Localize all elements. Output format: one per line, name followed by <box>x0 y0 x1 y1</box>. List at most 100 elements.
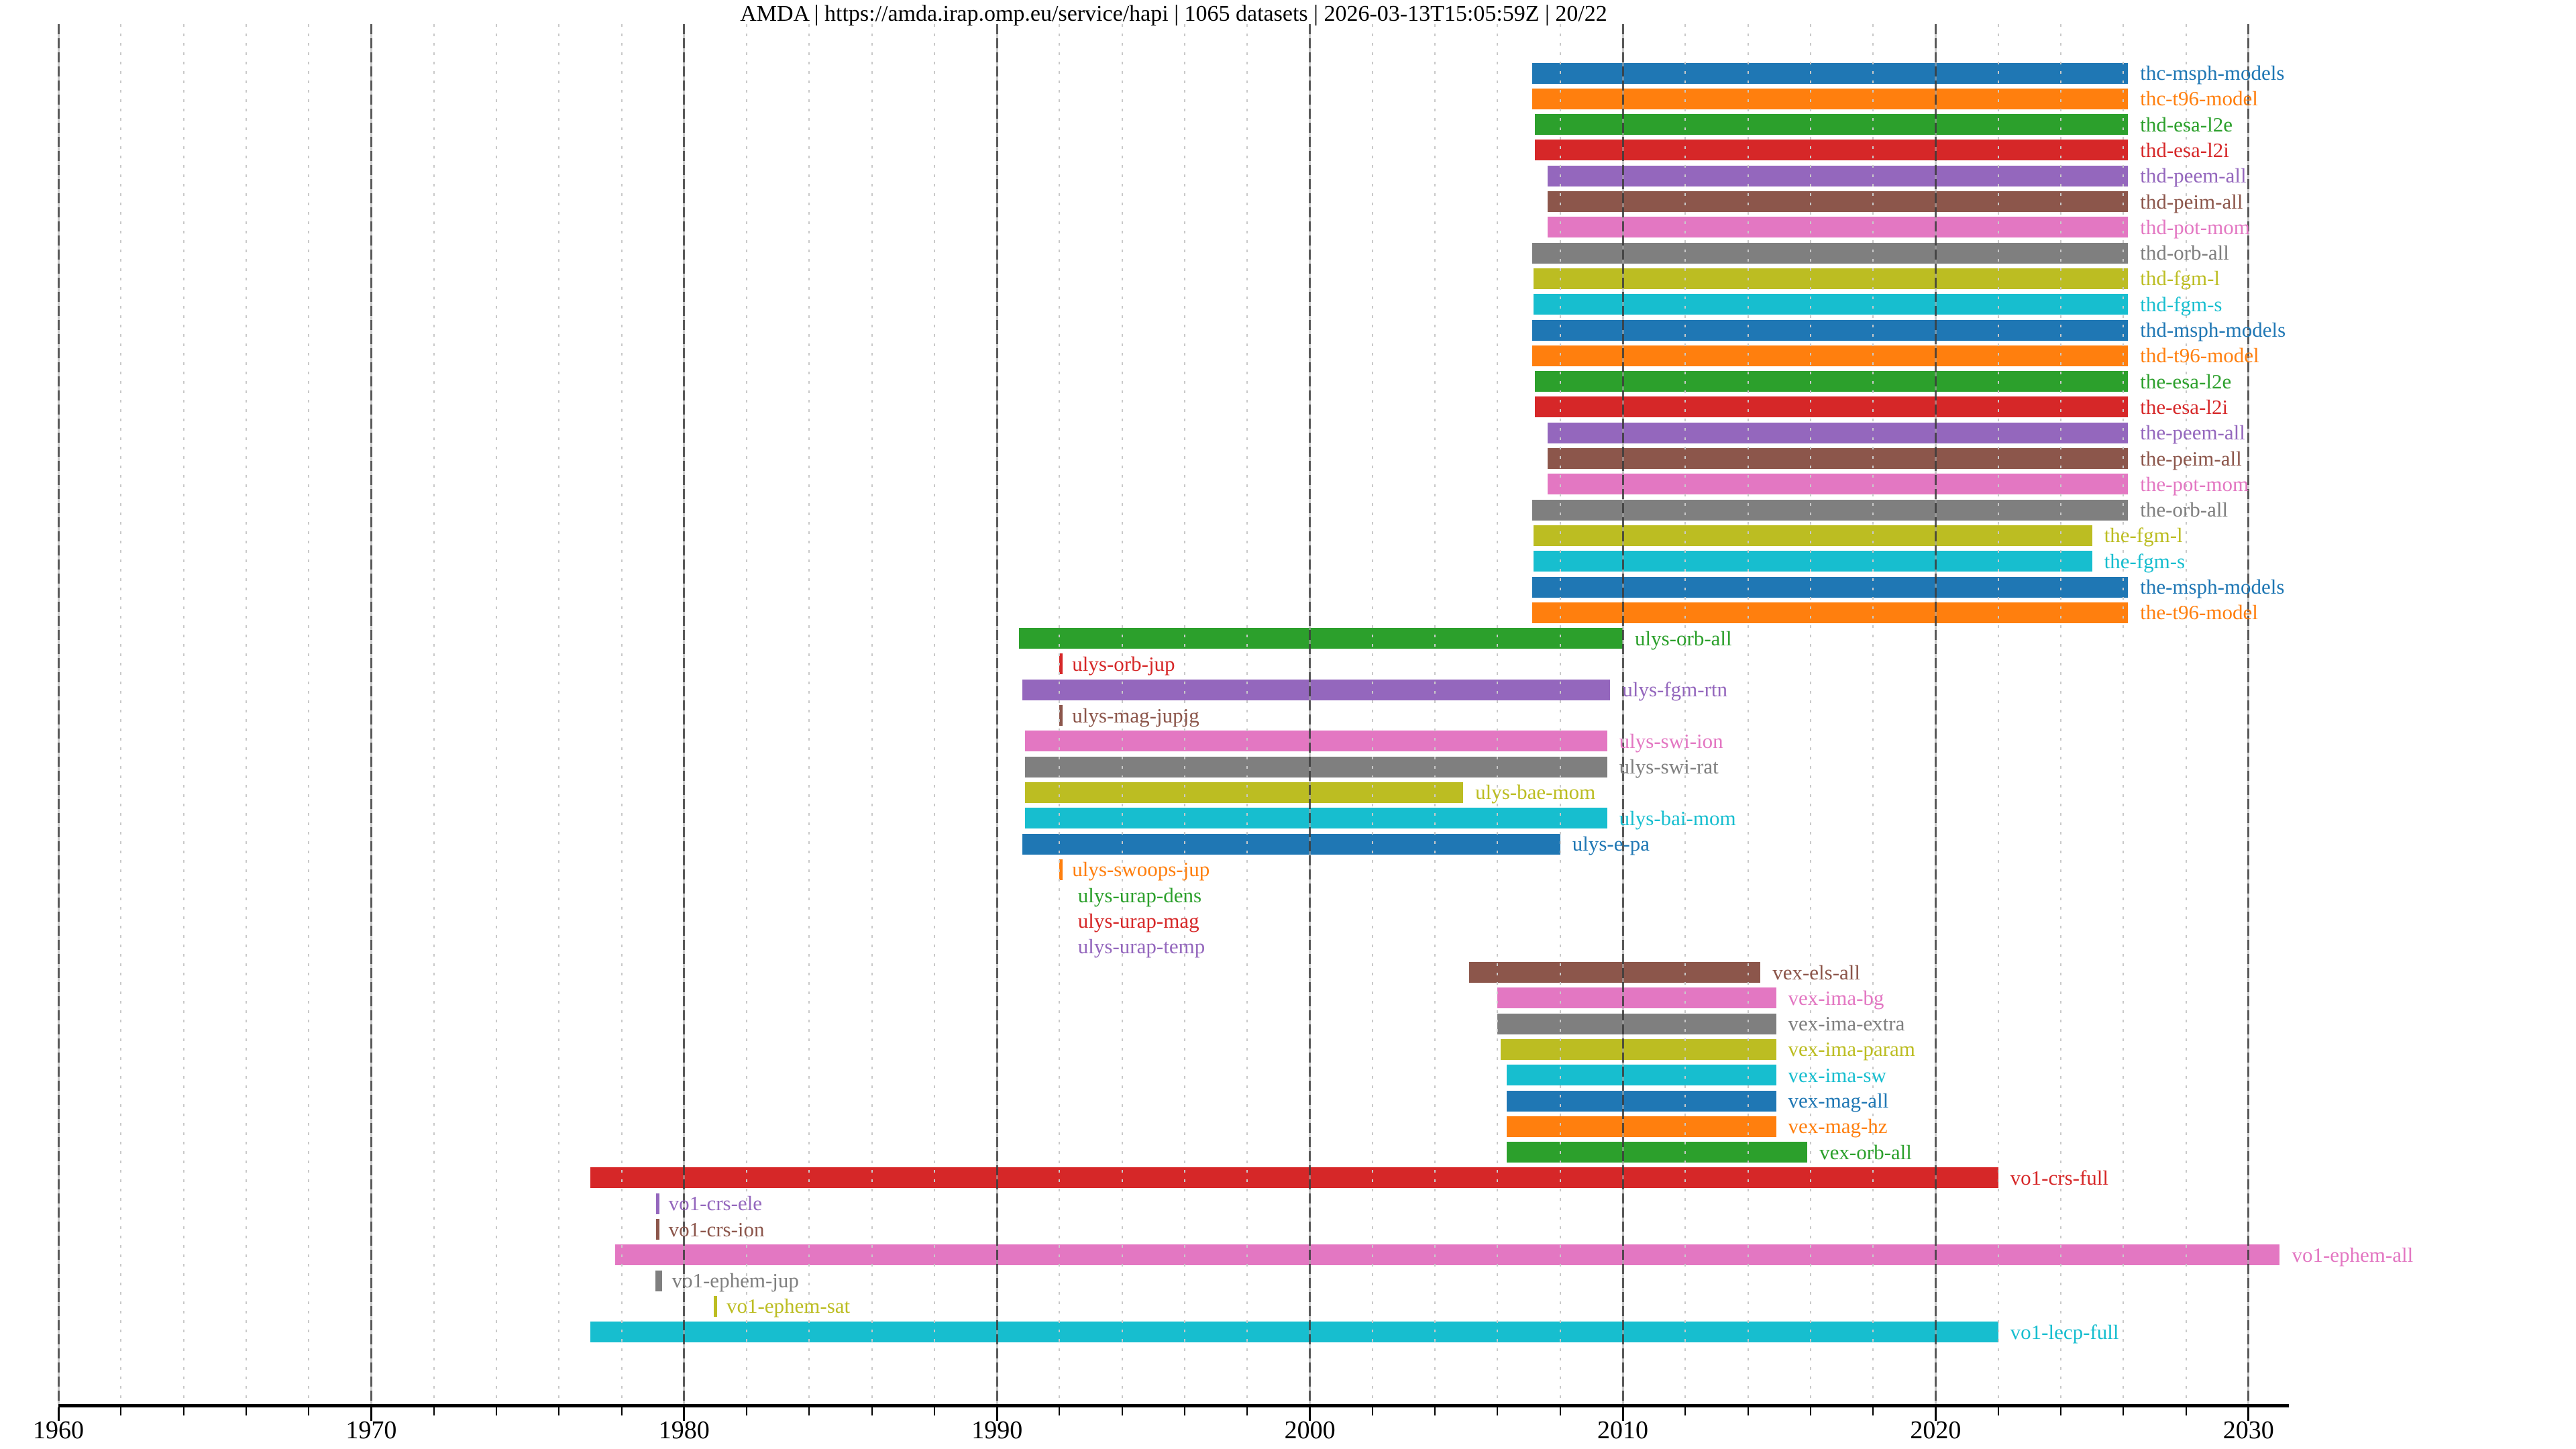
timeline-bar <box>1548 217 2129 238</box>
axis-tick-minor <box>1434 1407 1436 1415</box>
axis-tick-minor <box>1121 1407 1123 1415</box>
axis-tick-minor <box>495 1407 497 1415</box>
gridline-minor <box>2123 24 2125 1404</box>
axis-year-label: 2000 <box>1284 1416 1336 1444</box>
dataset-label: ulys-orb-jup <box>1072 651 1175 676</box>
timeline-bar <box>1022 679 1611 700</box>
gridline-minor <box>871 24 873 1404</box>
gridline-minor <box>1559 24 1561 1404</box>
timeline-bar <box>1507 1090 1776 1112</box>
gridline-minor <box>621 24 623 1404</box>
dataset-label: the-msph-models <box>2140 575 2285 598</box>
gridline-minor <box>1246 24 1248 1404</box>
gridline-minor <box>2059 24 2061 1404</box>
gridline-major <box>370 24 372 1404</box>
gridline-minor <box>433 24 435 1404</box>
dataset-label: thd-t96-model <box>2140 343 2259 368</box>
axis-tick-minor <box>245 1407 247 1415</box>
dataset-label: ulys-e-pa <box>1572 832 1650 855</box>
gridline-minor <box>1121 24 1123 1404</box>
axis-tick-minor <box>1184 1407 1186 1415</box>
axis-tick-minor <box>2059 1407 2061 1415</box>
gridline-major <box>1934 24 1937 1404</box>
gridline-minor <box>1434 24 1436 1404</box>
timeline-bar <box>1497 987 1776 1009</box>
gridline-minor <box>1747 24 1749 1404</box>
dataset-label: vo1-ephem-jup <box>672 1269 799 1293</box>
gridline-major <box>1309 24 1311 1404</box>
gridline-minor <box>1371 24 1373 1404</box>
gridline-minor <box>2185 24 2187 1404</box>
dataset-label: ulys-swoops-jup <box>1072 857 1210 881</box>
axis-tick-minor <box>182 1407 184 1415</box>
dataset-label: vex-els-all <box>1772 960 1861 984</box>
gridline-minor <box>746 24 748 1404</box>
dataset-label: thd-esa-l2e <box>2140 112 2233 136</box>
dataset-label: vex-orb-all <box>1819 1140 1912 1164</box>
timeline-bar <box>1469 962 1761 983</box>
dataset-label: vex-ima-param <box>1788 1037 1915 1061</box>
dataset-label: vo1-crs-ion <box>668 1217 765 1241</box>
gridline-minor <box>1684 24 1686 1404</box>
axis-tick-minor <box>2185 1407 2187 1415</box>
timeline-bar <box>1025 782 1464 803</box>
gridline-minor <box>182 24 184 1404</box>
axis-tick-minor <box>1059 1407 1061 1415</box>
timeline-bar <box>1501 1038 1776 1060</box>
dataset-label: the-peem-all <box>2140 421 2245 445</box>
dataset-label: ulys-swi-ion <box>1619 729 1723 753</box>
dataset-label: ulys-bai-mom <box>1619 806 1736 830</box>
axis-tick-major <box>370 1407 372 1421</box>
timeline-bar <box>1507 1065 1776 1086</box>
dataset-label: vo1-lecp-full <box>2010 1320 2119 1344</box>
dataset-label: ulys-swi-rat <box>1619 755 1719 779</box>
timeline-bar <box>590 1322 1998 1343</box>
timeline-bar <box>1534 551 2092 572</box>
dataset-label: ulys-urap-mag <box>1077 908 1199 932</box>
axis-tick-major <box>1309 1407 1311 1421</box>
gridline-major <box>57 24 60 1404</box>
gridline-minor <box>1809 24 1811 1404</box>
timeline-bar <box>1535 114 2129 136</box>
timeline-tick-bar <box>655 1193 659 1214</box>
axis-tick-minor <box>808 1407 810 1415</box>
dataset-label: thc-msph-models <box>2140 61 2285 85</box>
dataset-label: thd-orb-all <box>2140 241 2229 265</box>
dataset-label: ulys-urap-temp <box>1077 934 1205 959</box>
dataset-label: ulys-bae-mom <box>1475 780 1596 804</box>
dataset-label: thd-fgm-l <box>2140 266 2220 290</box>
timeline-bar <box>1534 294 2129 315</box>
dataset-label: vo1-crs-full <box>2010 1165 2109 1189</box>
axis-tick-minor <box>1809 1407 1811 1415</box>
axis-tick-major <box>1934 1407 1937 1421</box>
dataset-label: thd-peim-all <box>2140 189 2243 213</box>
timeline-bar <box>1025 731 1607 752</box>
axis-tick-minor <box>1872 1407 1874 1415</box>
gridline-minor <box>120 24 122 1404</box>
gridline-minor <box>245 24 247 1404</box>
timeline-bar <box>1507 1116 1776 1137</box>
dataset-label: vex-ima-sw <box>1788 1063 1886 1087</box>
dataset-label: the-fgm-s <box>2104 549 2186 573</box>
timeline-tick-bar <box>1059 859 1063 880</box>
axis-tick-major <box>996 1407 998 1421</box>
dataset-label: thd-fgm-s <box>2140 292 2222 316</box>
gridline-minor <box>1184 24 1186 1404</box>
gridline-minor <box>1059 24 1061 1404</box>
gridline-minor <box>808 24 810 1404</box>
timeline-bar <box>1548 474 2129 495</box>
gridline-minor <box>558 24 560 1404</box>
timeline-tick-bar <box>655 1270 663 1291</box>
timeline-tick-bar <box>713 1295 717 1317</box>
gridline-minor <box>308 24 310 1404</box>
timeline-tick-bar <box>655 1219 659 1240</box>
axis-tick-minor <box>1997 1407 1999 1415</box>
axis-tick-major <box>683 1407 686 1421</box>
axis-tick-minor <box>2123 1407 2125 1415</box>
dataset-label: vo1-crs-ele <box>668 1191 763 1216</box>
timeline-bar <box>1025 808 1607 829</box>
dataset-label: ulys-urap-dens <box>1077 883 1202 907</box>
dataset-label: ulys-orb-all <box>1635 626 1732 650</box>
axis-tick-minor <box>1684 1407 1686 1415</box>
